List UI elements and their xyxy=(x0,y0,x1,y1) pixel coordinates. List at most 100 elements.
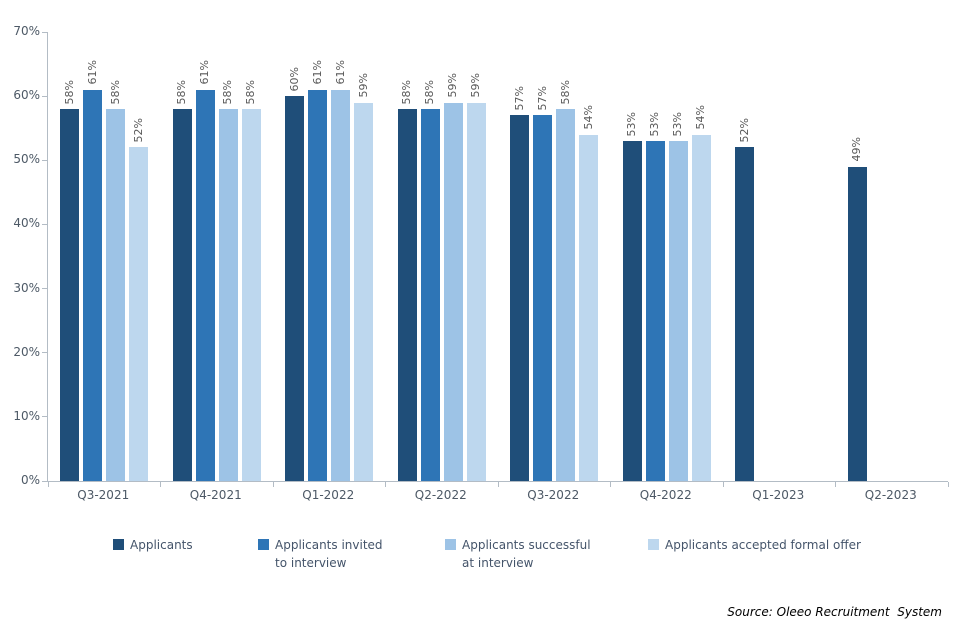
bar xyxy=(331,89,351,481)
bar-value-label: 58% xyxy=(558,79,572,104)
bar xyxy=(466,102,486,481)
x-axis-tick xyxy=(610,482,611,487)
bar xyxy=(308,89,328,481)
bar-value-label: 58% xyxy=(244,79,258,104)
bar xyxy=(847,166,867,481)
bar xyxy=(195,89,215,481)
x-axis-category-label: Q1-2022 xyxy=(302,488,355,502)
bar-value-label: 61% xyxy=(333,60,347,85)
bar xyxy=(735,147,755,481)
legend-swatch-icon xyxy=(113,539,124,550)
bar-value-label: 61% xyxy=(198,60,212,85)
bar xyxy=(420,108,440,481)
y-axis-label: 10% xyxy=(13,408,40,423)
x-axis-tick xyxy=(47,482,49,487)
bar-value-label: 52% xyxy=(131,118,145,143)
source-note: Source: Oleeo Recruitment System xyxy=(727,605,942,619)
legend-label-line: Applicants successful xyxy=(462,538,591,552)
bar-value-label: 60% xyxy=(287,66,301,92)
x-axis-category-label: Q4-2021 xyxy=(189,488,242,502)
y-axis-label: 50% xyxy=(13,152,40,167)
bar xyxy=(285,96,305,481)
x-axis-category-label: Q3-2022 xyxy=(527,488,580,502)
bar xyxy=(218,108,238,481)
bar-value-label: 61% xyxy=(310,60,324,85)
bar-value-label: 53% xyxy=(648,111,662,137)
legend-swatch-icon xyxy=(445,539,456,550)
y-axis-tick xyxy=(42,352,47,354)
bar-value-label: 49% xyxy=(850,137,864,162)
bar xyxy=(533,115,553,481)
bar xyxy=(106,108,126,481)
bar xyxy=(83,89,103,481)
bar xyxy=(129,147,149,481)
bar xyxy=(510,115,530,481)
legend-label-line: to interview xyxy=(275,556,347,570)
legend-label: Applicants invited to interview xyxy=(275,536,383,572)
y-axis-label: 60% xyxy=(13,88,40,103)
legend-label: Applicants xyxy=(130,536,193,554)
bar-value-label: 57% xyxy=(512,85,526,111)
legend-label: Applicants successful at interview xyxy=(462,536,591,572)
legend-label-line: Applicants invited xyxy=(275,538,383,552)
legend-swatch-icon xyxy=(648,539,659,550)
y-axis-label: 40% xyxy=(13,216,40,231)
x-axis-category-label: Q3-2021 xyxy=(77,488,130,502)
x-axis-tick xyxy=(385,482,386,487)
bar-value-label: 54% xyxy=(694,105,708,130)
bar-value-label: 58% xyxy=(221,79,235,104)
x-axis-tick xyxy=(272,482,274,487)
y-axis-tick xyxy=(42,159,47,161)
y-axis-tick xyxy=(42,288,47,290)
x-axis-category-label: Q4-2022 xyxy=(639,488,692,502)
bar xyxy=(668,141,688,481)
legend-item: Applicants accepted formal offer xyxy=(648,536,861,555)
bar xyxy=(354,102,374,481)
legend-label-line: Applicants xyxy=(130,538,193,552)
y-axis-label: 70% xyxy=(13,24,40,38)
legend-label: Applicants accepted formal offer xyxy=(665,536,861,554)
bar xyxy=(622,141,642,481)
legend-label-line: Applicants accepted formal offer xyxy=(665,538,861,552)
x-axis-category-label: Q2-2023 xyxy=(864,488,917,502)
y-axis-tick xyxy=(42,95,47,97)
y-axis-label: 20% xyxy=(13,344,40,359)
x-axis-tick xyxy=(497,482,499,487)
x-axis-tick xyxy=(722,482,724,487)
bar xyxy=(691,134,711,481)
x-axis-tick xyxy=(835,482,836,487)
bar xyxy=(645,141,665,481)
bar-value-label: 58% xyxy=(108,79,122,104)
bar-value-label: 58% xyxy=(400,79,414,104)
bar-value-label: 57% xyxy=(535,85,549,111)
bar xyxy=(443,102,463,481)
bar-value-label: 53% xyxy=(671,111,685,137)
legend-item: Applicants invited to interview xyxy=(258,536,383,572)
legend: Applicants Applicants invited to interview… xyxy=(0,536,960,578)
x-axis-labels: Q3-2021 Q4-2021 Q1-2022 Q2-2022 Q3-2022 Q4-20… xyxy=(47,488,947,508)
bar xyxy=(60,108,80,481)
plot-area: 58% 61% 58% 52% 58% 61% 58% 58% 60% 61% 61% 59% 58% 5… xyxy=(42,31,949,487)
y-axis-label: 0% xyxy=(20,473,40,487)
bar-value-label: 54% xyxy=(581,105,595,130)
legend-swatch-icon xyxy=(258,539,269,550)
bar-value-label: 58% xyxy=(175,79,189,104)
legend-item: Applicants successful at interview xyxy=(445,536,591,572)
y-axis-tick xyxy=(42,416,47,418)
legend-label-line: at interview xyxy=(462,556,534,570)
y-axis-tick xyxy=(42,223,47,225)
bar-value-label: 59% xyxy=(446,73,460,98)
bar xyxy=(172,108,192,481)
bar-value-label: 61% xyxy=(85,60,99,85)
bar xyxy=(397,108,417,481)
y-axis-label: 30% xyxy=(13,280,40,295)
x-axis-tick xyxy=(947,482,949,487)
bar xyxy=(556,108,576,481)
bar-value-label: 52% xyxy=(737,118,751,143)
bar xyxy=(579,134,599,481)
bar-value-label: 59% xyxy=(469,73,483,98)
bar-value-label: 53% xyxy=(625,111,639,137)
bar-value-label: 58% xyxy=(423,79,437,104)
bar-value-label: 59% xyxy=(356,73,370,98)
